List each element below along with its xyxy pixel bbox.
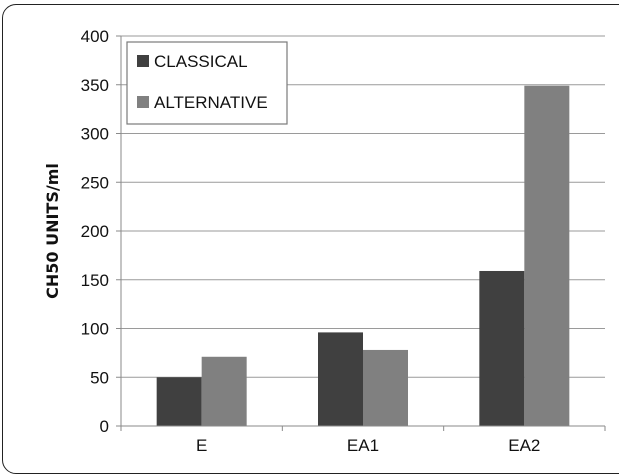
y-tick-label: 0 [100, 417, 109, 436]
y-tick-labels: 0 50 100 150 200 250 300 350 400 [81, 27, 109, 436]
y-tick-label: 300 [81, 125, 109, 144]
y-tick-label: 400 [81, 27, 109, 46]
bar-alternative-e [201, 356, 247, 426]
y-axis-title: CH50 UNITS/ml [43, 163, 62, 299]
bar-classical-e [156, 377, 202, 426]
legend-items: CLASSICAL ALTERNATIVE [137, 52, 268, 112]
axes [116, 35, 606, 431]
legend-box [126, 41, 288, 125]
legend-swatch-classical [137, 55, 149, 67]
y-tick-label: 100 [81, 320, 109, 339]
bars [156, 85, 570, 426]
legend-swatch-alternative [137, 96, 149, 108]
y-tick-label: 200 [81, 222, 109, 241]
legend-label-alternative: ALTERNATIVE [154, 93, 268, 112]
x-tick-labels: E EA1 EA2 [196, 436, 540, 454]
y-tick-label: 150 [81, 271, 109, 290]
bar-alternative-ea1 [363, 349, 408, 426]
y-tick-label: 350 [81, 76, 109, 95]
y-tick-label: 250 [81, 173, 109, 192]
bar-alternative-ea2 [524, 85, 570, 426]
x-tick-label: E [196, 436, 207, 454]
bar-classical-ea2 [479, 270, 525, 426]
y-tick-label: 50 [90, 368, 109, 387]
legend: CLASSICAL ALTERNATIVE [126, 41, 288, 125]
bar-chart: 0 50 100 150 200 250 300 350 400 E EA1 EA2 CH50 UN… [43, 27, 606, 454]
bar-classical-ea1 [318, 332, 363, 426]
x-tick-label: EA1 [347, 436, 379, 454]
x-tick-label: EA2 [508, 436, 540, 454]
legend-label-classical: CLASSICAL [154, 52, 248, 71]
